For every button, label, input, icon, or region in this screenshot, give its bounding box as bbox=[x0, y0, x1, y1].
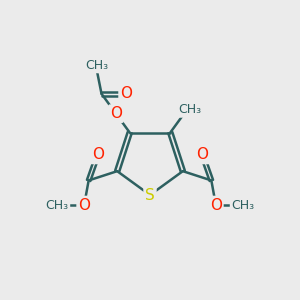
Text: CH₃: CH₃ bbox=[178, 103, 201, 116]
Text: O: O bbox=[120, 86, 132, 101]
Text: CH₃: CH₃ bbox=[231, 199, 254, 212]
Text: CH₃: CH₃ bbox=[46, 199, 69, 212]
Text: O: O bbox=[210, 197, 222, 212]
Text: S: S bbox=[145, 188, 155, 202]
Text: O: O bbox=[196, 147, 208, 162]
Text: O: O bbox=[78, 197, 90, 212]
Text: O: O bbox=[92, 147, 104, 162]
Text: CH₃: CH₃ bbox=[85, 59, 109, 72]
Text: O: O bbox=[110, 106, 122, 121]
